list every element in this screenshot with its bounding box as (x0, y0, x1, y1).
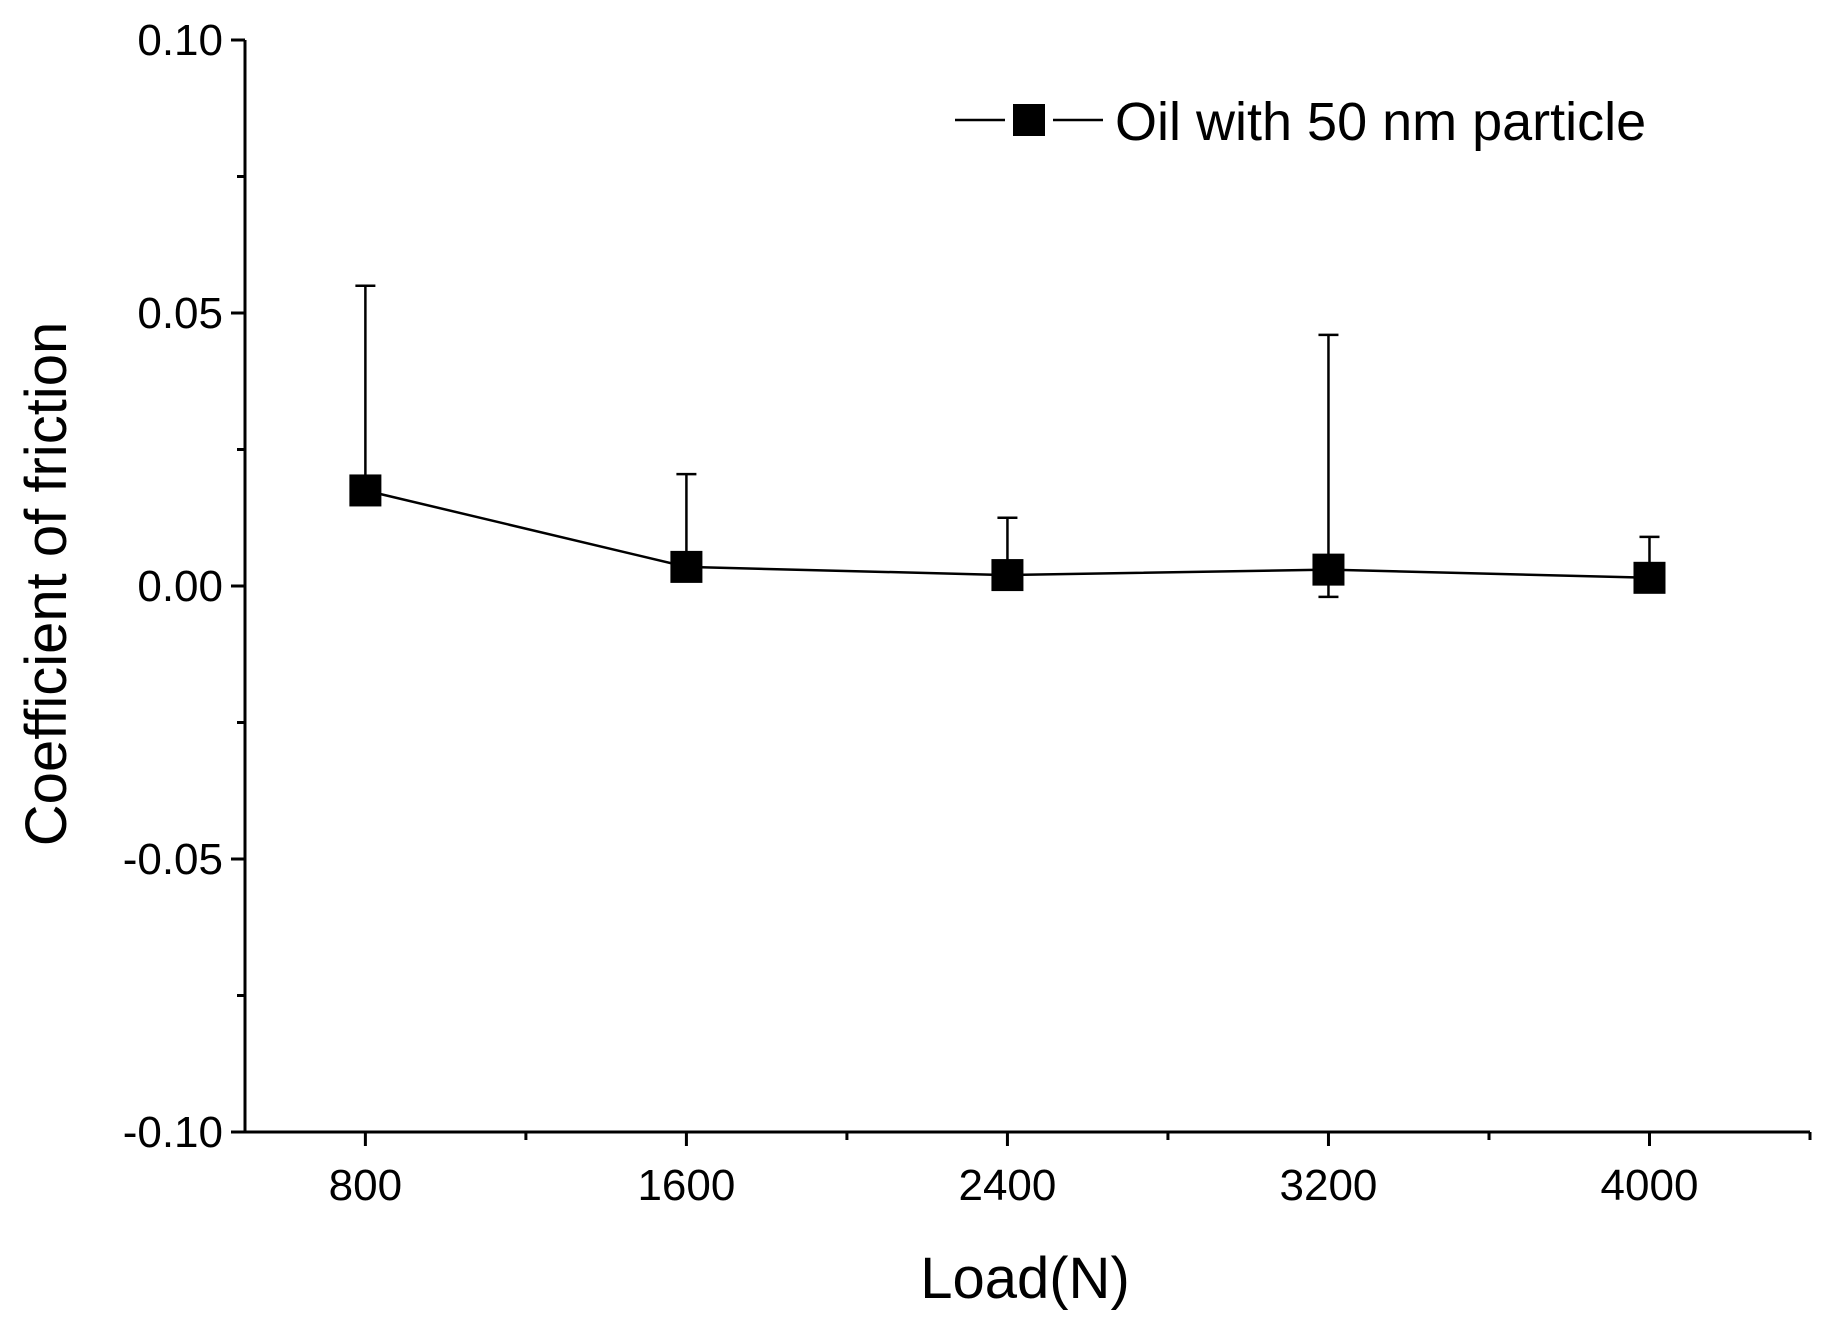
x-tick-label: 4000 (1601, 1161, 1699, 1210)
axes (243, 40, 1810, 1134)
y-tick-label: 0.00 (137, 562, 223, 611)
data-point-square (1633, 561, 1666, 594)
data-point-square (670, 550, 703, 583)
series-group (349, 284, 1666, 599)
x-axis-title: Load(N) (920, 1246, 1130, 1311)
data-point-square (349, 474, 382, 507)
x-tick-label: 2400 (958, 1161, 1056, 1210)
y-tick-label: 0.10 (137, 16, 223, 65)
legend-marker-square (1013, 104, 1045, 136)
x-tick-label: 800 (329, 1161, 402, 1210)
x-tick-label: 1600 (637, 1161, 735, 1210)
data-point-square (991, 559, 1024, 592)
y-tick-label: -0.10 (123, 1108, 223, 1157)
y-tick-label: 0.05 (137, 289, 223, 338)
x-tick-label: 3200 (1280, 1161, 1378, 1210)
y-axis-title: Coefficient of friction (14, 322, 79, 846)
ticks: -0.10 -0.05 0.00 0.05 0.10 800 1600 2400 3200 400… (123, 16, 1812, 1210)
legend: Oil with 50 nm particle (955, 92, 1646, 152)
y-tick-label: -0.05 (123, 835, 223, 884)
data-point-square (1312, 553, 1345, 586)
legend-label: Oil with 50 nm particle (1115, 92, 1646, 152)
